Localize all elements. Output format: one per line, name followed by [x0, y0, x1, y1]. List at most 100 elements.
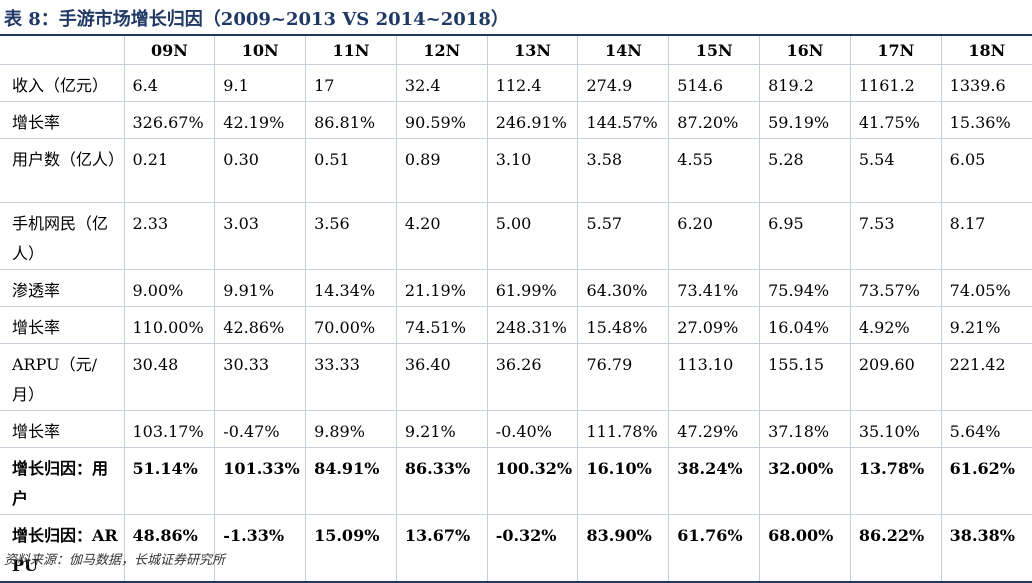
table-cell: 112.4: [486, 64, 578, 102]
table-cell: 9.21%: [395, 410, 488, 448]
table-cell: 4.20: [395, 202, 488, 270]
table-cell: 42.86%: [214, 306, 306, 344]
table-cell: 42.19%: [214, 101, 306, 139]
table-cell: 86.22%: [849, 514, 942, 582]
table-cell: 4.55: [668, 138, 760, 203]
row-label: 用户数（亿人）: [12, 150, 125, 169]
growth-attribution-table: 09N 10N 11N 12N 13N 14N 15N 16N 17N 18N 收入（亿元） 6.4…: [0, 36, 1032, 583]
table-cell: 7.53: [849, 202, 942, 270]
table-cell: -0.32%: [486, 514, 578, 582]
table-cell: 6.95: [759, 202, 851, 270]
table-cell: 3.58: [577, 138, 669, 203]
table-row: 渗透率 9.00% 9.91% 14.34% 21.19% 61.99% 64.30% 73.…: [0, 269, 1032, 307]
table-cell: 61.62%: [940, 447, 1032, 515]
table-cell: 17: [305, 64, 397, 102]
table-row: 增长率 326.67% 42.19% 86.81% 90.59% 246.91% 144.5…: [0, 101, 1032, 139]
table-cell: 51.14%: [123, 447, 215, 515]
table-cell: 75.94%: [759, 269, 851, 307]
table-cell: 13.78%: [849, 447, 942, 515]
table-cell: 5.57: [577, 202, 669, 270]
table-cell: 16.04%: [759, 306, 851, 344]
row-label: 增长率: [12, 113, 61, 132]
header-cell-year: 16N: [759, 36, 851, 65]
table-row: 收入（亿元） 6.4 9.1 17 32.4 112.4 274.9 514.6 819.2 11…: [0, 64, 1032, 102]
table-cell: 59.19%: [759, 101, 851, 139]
table-cell: 6.20: [668, 202, 760, 270]
header-cell-year: 17N: [849, 36, 942, 65]
table-cell: 326.67%: [123, 101, 215, 139]
table-cell: 9.21%: [940, 306, 1032, 344]
table-cell: 514.6: [668, 64, 760, 102]
table-cell: 248.31%: [486, 306, 578, 344]
table-cell: 5.28: [759, 138, 851, 203]
table-cell: 83.90%: [577, 514, 669, 582]
table-row: 手机网民（亿人） 2.33 3.03 3.56 4.20 5.00 5.57 6.20 6.95…: [0, 202, 1032, 270]
table-body: 收入（亿元） 6.4 9.1 17 32.4 112.4 274.9 514.6 819.2 11…: [0, 64, 1032, 582]
table-cell: 4.92%: [849, 306, 942, 344]
table-cell: 33.33: [305, 343, 397, 411]
table-row: ARPU（元/月） 30.48 30.33 33.33 36.40 36.26 76.79 1…: [0, 343, 1032, 411]
table-cell: 103.17%: [123, 410, 215, 448]
table-cell: 3.10: [486, 138, 578, 203]
table-cell: 5.64%: [940, 410, 1032, 448]
header-cell-year: 18N: [940, 36, 1032, 65]
header-cell-year: 12N: [395, 36, 488, 65]
table-cell: 0.89: [395, 138, 488, 203]
table-cell: 155.15: [759, 343, 851, 411]
table-row: 增长归因：用户 51.14% 101.33% 84.91% 86.33% 100.32% 1…: [0, 447, 1032, 515]
header-cell-year: 15N: [668, 36, 760, 65]
table-cell: 15.36%: [940, 101, 1032, 139]
source-note: 资料来源：伽马数据，长城证券研究所: [4, 553, 226, 568]
header-cell-year: 09N: [123, 36, 215, 65]
table-cell: 246.91%: [486, 101, 578, 139]
table-cell: 0.21: [123, 138, 215, 203]
table-cell: 37.18%: [759, 410, 851, 448]
table-cell: -0.47%: [214, 410, 306, 448]
table-cell: 110.00%: [123, 306, 215, 344]
row-label: ARPU（元/月）: [12, 355, 97, 404]
table-cell: 14.34%: [305, 269, 397, 307]
table-cell: 74.51%: [395, 306, 488, 344]
table-header-row: 09N 10N 11N 12N 13N 14N 15N 16N 17N 18N: [0, 36, 1032, 65]
table-cell: 15.09%: [305, 514, 397, 582]
table-cell: 274.9: [577, 64, 669, 102]
table-cell: 47.29%: [668, 410, 760, 448]
table-cell: 36.26: [486, 343, 578, 411]
table-cell: 68.00%: [759, 514, 851, 582]
table-cell: 70.00%: [305, 306, 397, 344]
table-cell: 1161.2: [849, 64, 942, 102]
table-cell: 9.00%: [123, 269, 215, 307]
row-label: 增长率: [12, 422, 61, 441]
table-cell: 5.00: [486, 202, 578, 270]
table-cell: 101.33%: [214, 447, 306, 515]
header-cell-year: 10N: [214, 36, 306, 65]
table-cell: 6.05: [940, 138, 1032, 203]
table-cell: 21.19%: [395, 269, 488, 307]
row-label: 渗透率: [12, 281, 61, 300]
table-cell: 32.00%: [759, 447, 851, 515]
table-cell: 0.51: [305, 138, 397, 203]
table-cell: 61.76%: [668, 514, 760, 582]
table-cell: 32.4: [395, 64, 488, 102]
table-cell: 41.75%: [849, 101, 942, 139]
row-label: 手机网民（亿人）: [12, 214, 109, 263]
table-cell: 86.81%: [305, 101, 397, 139]
row-label: 增长率: [12, 318, 61, 337]
table-cell: 74.05%: [940, 269, 1032, 307]
table-cell: 5.54: [849, 138, 942, 203]
table-cell: 0.30: [214, 138, 306, 203]
table-cell: 27.09%: [668, 306, 760, 344]
table-cell: 1339.6: [940, 64, 1032, 102]
table-cell: 100.32%: [486, 447, 578, 515]
table-cell: 90.59%: [395, 101, 488, 139]
row-label: 增长归因：用户: [12, 459, 109, 508]
header-cell-year: 14N: [577, 36, 669, 65]
table-caption-bar: 表 8：手游市场增长归因（2009~2013 VS 2014~2018）: [0, 0, 1032, 36]
table-cell: 221.42: [940, 343, 1032, 411]
table-cell: 76.79: [577, 343, 669, 411]
table-cell: 819.2: [759, 64, 851, 102]
table-cell: 15.48%: [577, 306, 669, 344]
table-cell: 3.56: [305, 202, 397, 270]
table-cell: 73.41%: [668, 269, 760, 307]
table-cell: 30.48: [123, 343, 215, 411]
